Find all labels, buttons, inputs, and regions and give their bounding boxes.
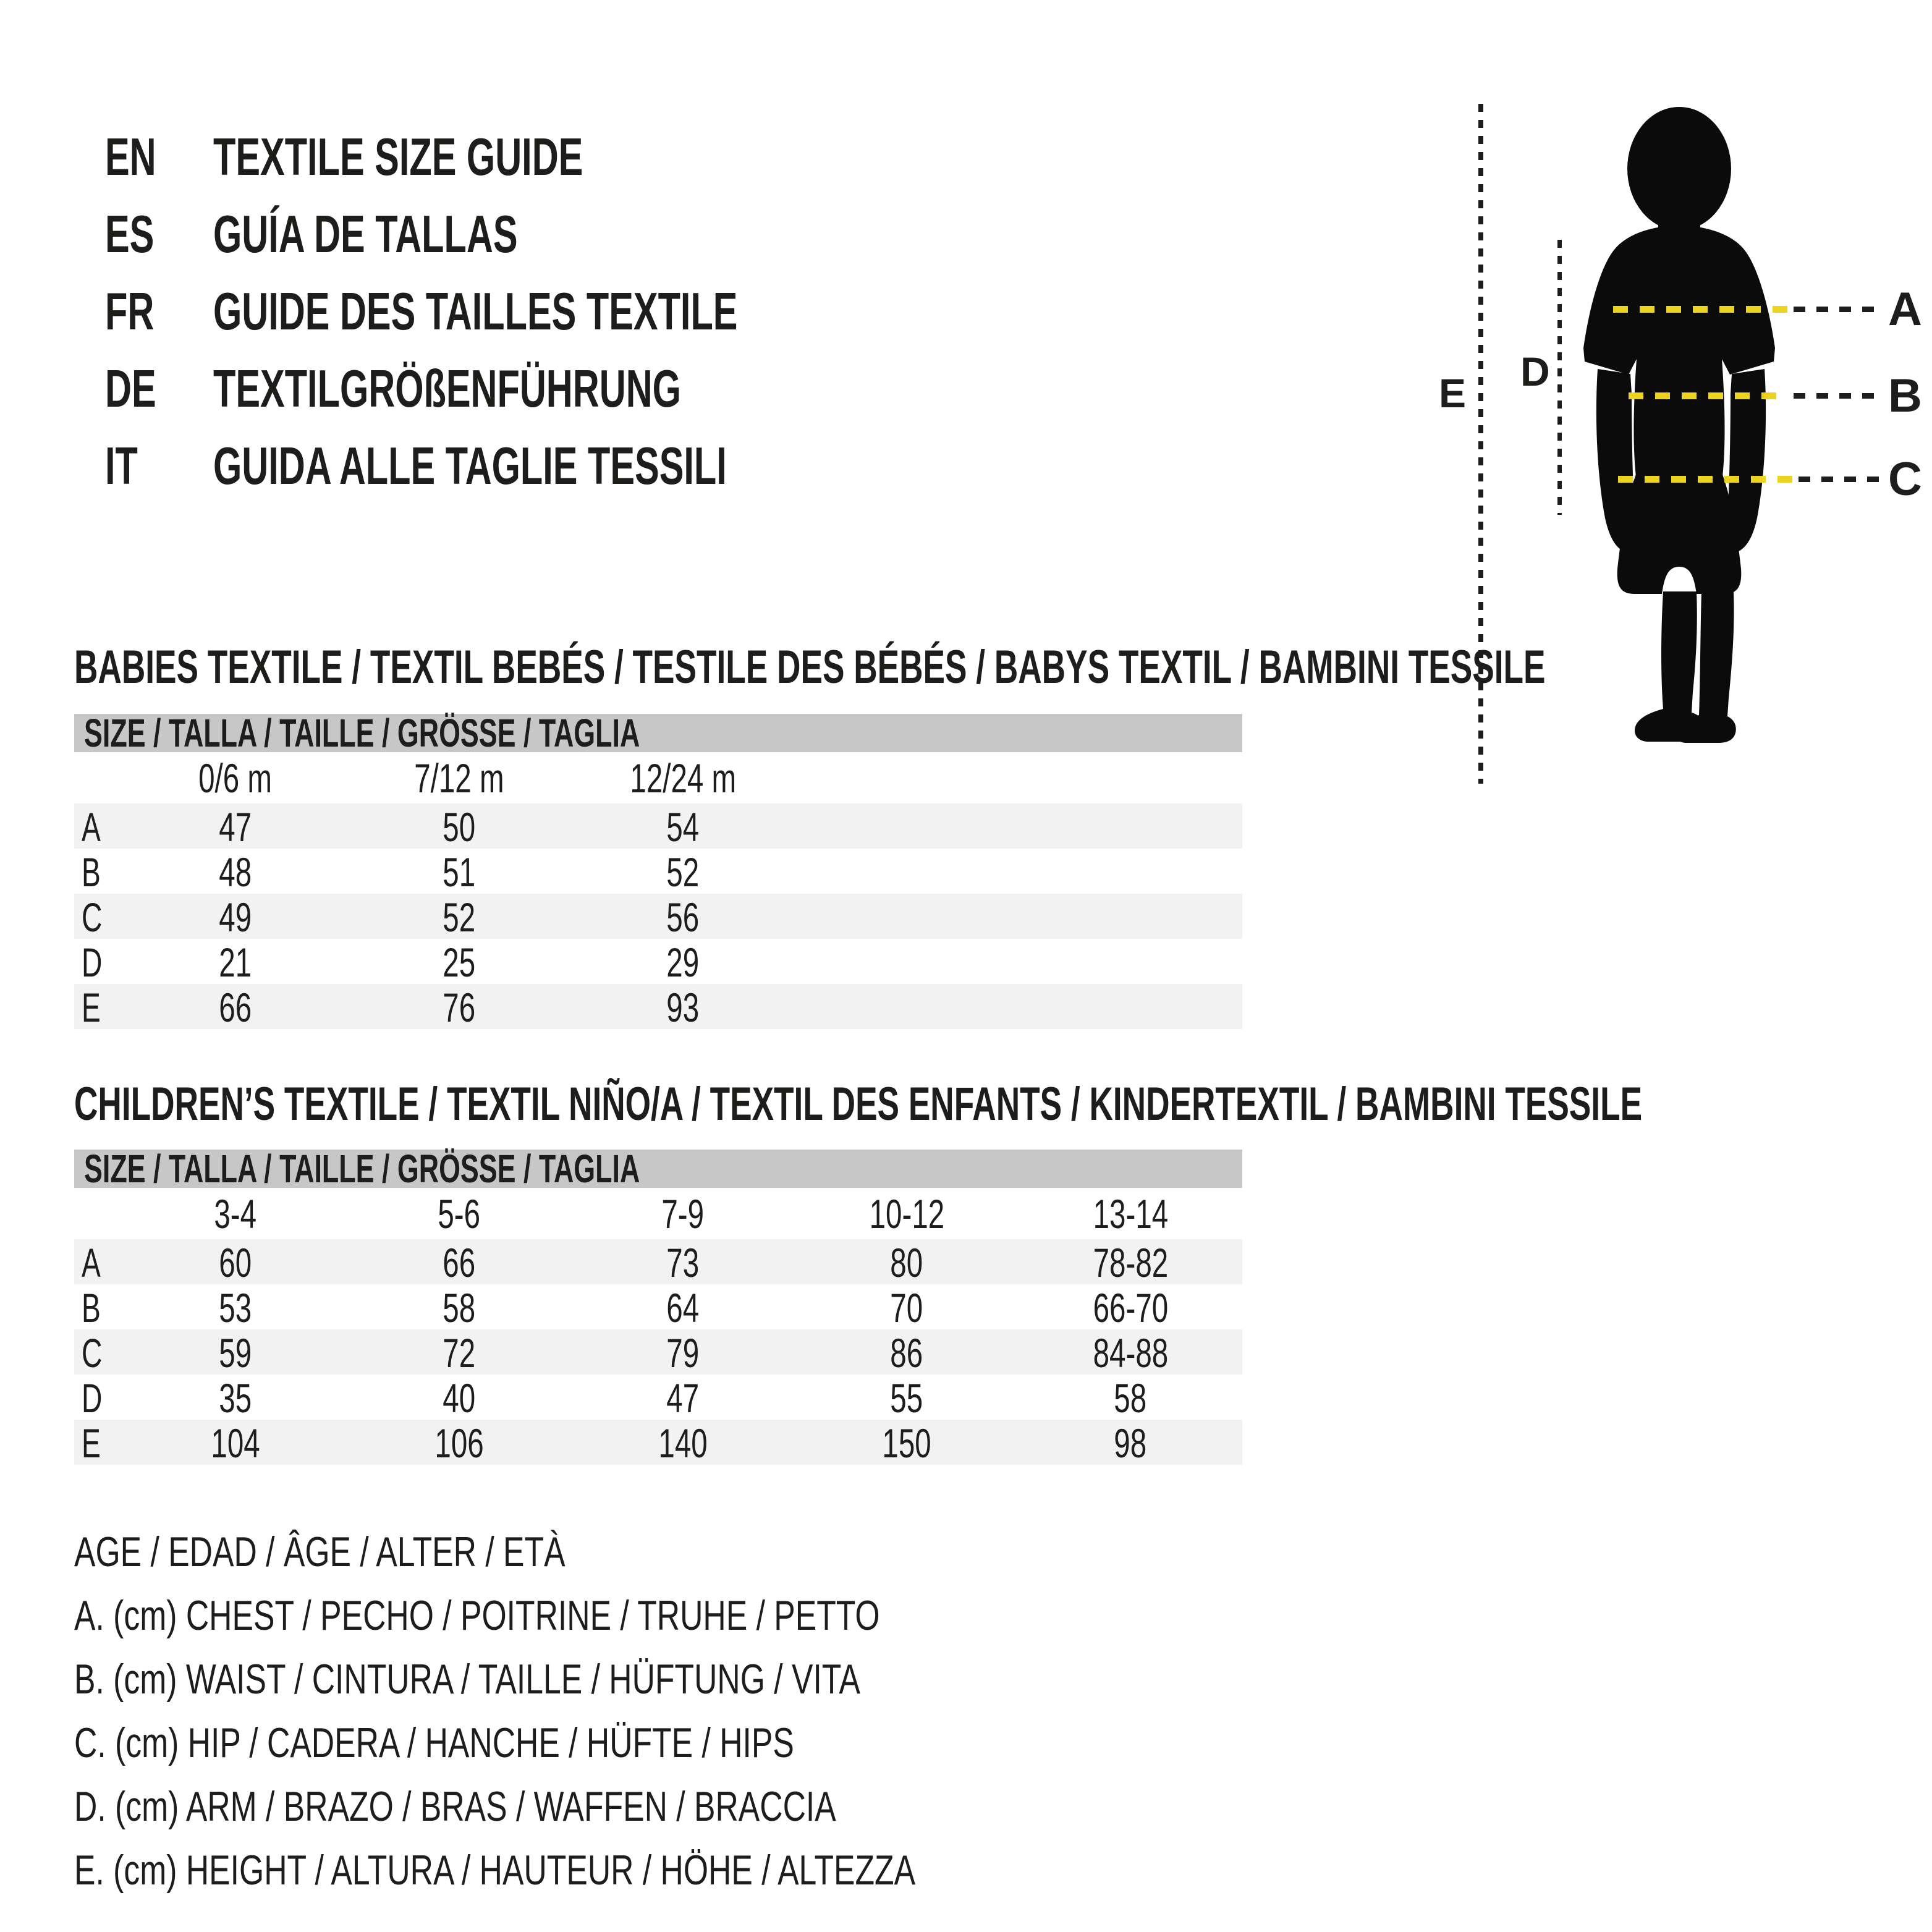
table-row: B 53 58 64 70 66-70 [82,1285,1168,1331]
children-size-table: SIZE / TALLA / TAILLE / GRÖSSE / TAGLIA … [74,1146,1242,1466]
table-row: E 104 106 140 150 98 [74,1420,1242,1466]
babies-section-title: BABIES TEXTILE / TEXTIL BEBÉS / TESTILE … [74,641,1546,693]
language-row-fr: FR GUIDE DES TAILLES TEXTILE [105,273,962,350]
table-row: A 60 66 73 80 78-82 [74,1239,1242,1286]
language-title: GUIDE DES TAILLES TEXTILE [213,282,738,341]
hip-label: C [1888,453,1922,506]
legend-chest: A. (cm) CHEST / PECHO / POITRINE / TRUHE… [74,1591,880,1639]
language-title: GUÍA DE TALLAS [213,205,518,264]
waist-line-black [1794,393,1879,399]
waist-label: B [1888,370,1922,422]
language-title: TEXTILGRÖßENFÜHRUNG [213,360,681,418]
legend-age: AGE / EDAD / ÂGE / ALTER / ETÀ [74,1528,566,1575]
chest-line-yellow [1613,306,1790,313]
measurement-figure: E D A B C [1421,99,1923,791]
height-label: E [1439,370,1467,416]
children-section-title: CHILDREN’S TEXTILE / TEXTIL NIÑO/A / TEX… [74,1078,1643,1130]
table-row: C 49 52 56 [74,894,1242,940]
language-code: FR [105,282,155,341]
language-code: EN [105,128,156,187]
language-row-es: ES GUÍA DE TALLAS [105,196,962,273]
legend-waist: B. (cm) WAIST / CINTURA / TAILLE / HÜFTU… [74,1655,861,1703]
legend-height: E. (cm) HEIGHT / ALTURA / HAUTEUR / HÖHE… [74,1846,916,1894]
language-code: DE [105,360,156,418]
legend-arm: D. (cm) ARM / BRAZO / BRAS / WAFFEN / BR… [74,1782,836,1830]
waist-line-yellow [1629,392,1788,399]
table-row: D 21 25 29 [82,939,700,985]
language-row-en: EN TEXTILE SIZE GUIDE [105,119,962,196]
babies-size-table: SIZE / TALLA / TAILLE / GRÖSSE / TAGLIA … [74,711,1242,1030]
hip-line-yellow [1618,476,1794,483]
table-column-headers: 3-4 5-6 7-9 10-12 13-14 [214,1190,1168,1237]
child-silhouette-icon [1583,107,1775,743]
language-row-de: DE TEXTILGRÖßENFÜHRUNG [105,350,962,428]
legend-hip: C. (cm) HIP / CADERA / HANCHE / HÜFTE / … [74,1719,794,1766]
table-row: E 66 76 93 [74,984,1242,1030]
chest-line-black [1794,307,1879,312]
table-row: B 48 51 52 [82,849,700,895]
measurement-legend: AGE / EDAD / ÂGE / ALTER / ETÀ A. (cm) C… [74,1520,1181,1902]
language-code: IT [105,437,138,496]
height-measure-dotted-line [1478,104,1483,784]
table-row: C 59 72 79 86 84-88 [74,1329,1242,1376]
table-header-bar: SIZE / TALLA / TAILLE / GRÖSSE / TAGLIA [74,711,1242,755]
language-code: ES [105,205,155,264]
language-title: GUIDA ALLE TAGLIE TESSILI [213,437,727,496]
table-header-bar: SIZE / TALLA / TAILLE / GRÖSSE / TAGLIA [74,1146,1242,1191]
arm-label: D [1520,349,1550,394]
table-column-headers: 0/6 m 7/12 m 12/24 m [198,755,736,801]
hip-line-black [1799,477,1879,482]
chest-label: A [1888,283,1922,336]
arm-measure-dotted-line [1557,240,1562,515]
table-row: D 35 40 47 55 58 [82,1375,1147,1421]
language-title: TEXTILE SIZE GUIDE [213,128,583,187]
table-row: A 47 50 54 [74,803,1242,850]
language-title-block: EN TEXTILE SIZE GUIDE ES GUÍA DE TALLAS … [105,119,962,505]
language-row-it: IT GUIDA ALLE TAGLIE TESSILI [105,428,962,505]
